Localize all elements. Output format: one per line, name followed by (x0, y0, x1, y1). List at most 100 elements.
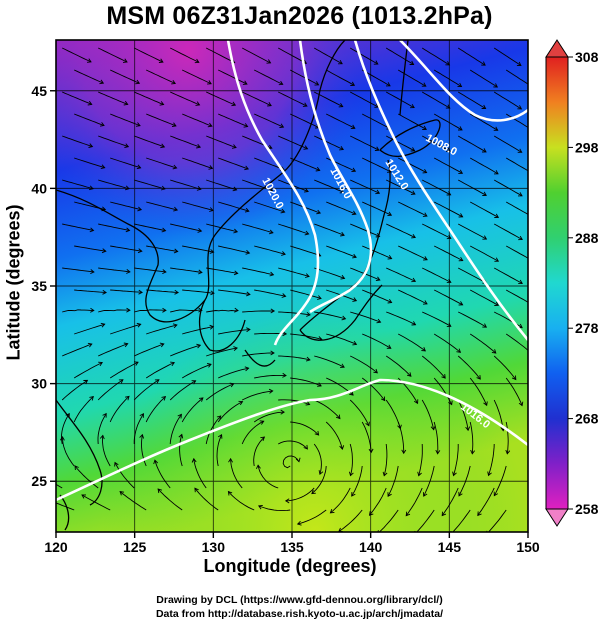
x-tick-label: 150 (516, 539, 540, 555)
streamline (383, 443, 388, 476)
streamline (110, 245, 142, 252)
streamline (62, 223, 94, 231)
streamline-arrowhead (493, 491, 499, 497)
streamline-arrowhead (196, 185, 202, 191)
streamline (81, 494, 111, 511)
streamline (505, 69, 528, 85)
streamline-arrowhead (210, 290, 215, 296)
streamline-arrowhead (350, 81, 356, 86)
streamline (98, 47, 128, 63)
streamline (218, 69, 248, 85)
streamline-arrowhead (209, 324, 215, 330)
colorbar: 308 298 288 278 268 258 (545, 39, 599, 527)
streamline (278, 91, 308, 107)
streamline (397, 157, 427, 174)
streamline (242, 390, 273, 401)
streamline-arrowhead (482, 191, 487, 196)
streamline (314, 179, 344, 193)
streamline-arrowhead (244, 207, 250, 213)
coast-mainland-asia (56, 40, 346, 323)
streamline-arrowhead (452, 471, 457, 477)
streamline (330, 487, 351, 514)
streamline (134, 179, 166, 190)
streamline (421, 135, 451, 152)
x-axis-label: Longitude (degrees) (203, 556, 377, 576)
streamline-arrowhead (270, 350, 275, 356)
streamline (182, 326, 214, 335)
streamline (433, 113, 463, 131)
streamline-arrowhead (518, 235, 523, 241)
streamline-arrowhead (518, 401, 524, 407)
wind-streamlines (56, 47, 528, 532)
streamline (398, 201, 428, 217)
streamline (469, 201, 499, 218)
streamline (422, 311, 452, 327)
streamline (433, 157, 463, 174)
streamline (469, 377, 488, 406)
streamline (134, 343, 164, 357)
streamline-arrowhead (303, 444, 308, 450)
streamline (98, 223, 130, 231)
streamline-arrowhead (87, 100, 93, 106)
streamline-arrowhead (341, 315, 347, 321)
streamline (218, 157, 249, 170)
streamline (458, 311, 487, 328)
isobar-1020 (226, 40, 320, 346)
streamline (326, 201, 356, 215)
streamline-arrowhead (270, 308, 276, 314)
streamline-arrowhead (173, 206, 179, 212)
streamline (386, 311, 416, 326)
streamline-arrowhead (242, 80, 248, 85)
streamline (278, 399, 310, 405)
colorbar-top-triangle (545, 39, 569, 58)
streamline (218, 367, 249, 379)
streamline (170, 135, 201, 148)
streamline-arrowhead (295, 457, 301, 463)
streamline (314, 135, 344, 150)
streamline-arrowhead (505, 449, 511, 455)
streamline (290, 157, 320, 171)
streamline-arrowhead (125, 227, 131, 233)
streamline (218, 329, 250, 335)
streamline (362, 333, 392, 349)
streamline (170, 179, 201, 190)
streamline (349, 443, 353, 476)
streamline-arrowhead (207, 363, 212, 368)
streamline-arrowhead (302, 102, 308, 107)
streamline-arrowhead (135, 79, 141, 85)
streamline-arrowhead (446, 322, 452, 327)
streamline-arrowhead (195, 101, 201, 106)
streamline (314, 311, 346, 320)
streamline-arrowhead (421, 82, 427, 87)
streamline (254, 289, 286, 297)
streamline-arrowhead (198, 397, 204, 402)
streamline-arrowhead (231, 101, 237, 107)
streamline (350, 355, 378, 374)
streamline (398, 245, 428, 261)
streamline (62, 91, 92, 105)
streamline (349, 91, 379, 108)
colorbar-label: 278 (575, 320, 599, 336)
streamline-arrowhead (477, 511, 482, 517)
streamline (385, 47, 414, 65)
streamline-arrowhead (441, 511, 447, 517)
streamline-arrowhead (491, 349, 497, 354)
streamline-arrowhead (234, 307, 239, 313)
streamline-arrowhead (417, 471, 422, 477)
streamline-arrowhead (119, 491, 125, 496)
streamline-arrowhead (406, 372, 412, 377)
colorbar-bottom-triangle (545, 508, 569, 527)
streamline-arrowhead (209, 207, 214, 212)
streamline-arrowhead (351, 167, 357, 173)
isobar-1008 (399, 40, 528, 122)
streamline-arrowhead (422, 212, 428, 217)
streamline (325, 113, 356, 129)
y-tick-label: 40 (31, 180, 47, 196)
streamline (505, 245, 528, 259)
streamline-arrowhead (238, 400, 244, 406)
streamline-arrowhead (448, 400, 453, 406)
streamline (73, 396, 94, 423)
y-tick-label: 45 (31, 83, 47, 99)
streamline-arrowhead (409, 60, 415, 65)
streamline-arrowhead (410, 147, 416, 152)
